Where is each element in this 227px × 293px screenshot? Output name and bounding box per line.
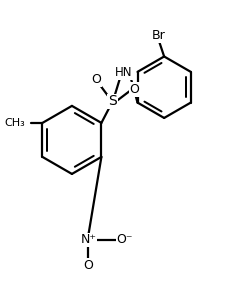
- Text: O: O: [84, 258, 93, 272]
- Text: O⁻: O⁻: [116, 233, 133, 246]
- Text: N⁺: N⁺: [80, 233, 96, 246]
- Text: O: O: [91, 73, 101, 86]
- Text: S: S: [108, 95, 117, 108]
- Text: CH₃: CH₃: [4, 118, 25, 128]
- Text: HN: HN: [115, 67, 132, 79]
- Text: Br: Br: [152, 29, 165, 42]
- Text: O: O: [130, 83, 139, 96]
